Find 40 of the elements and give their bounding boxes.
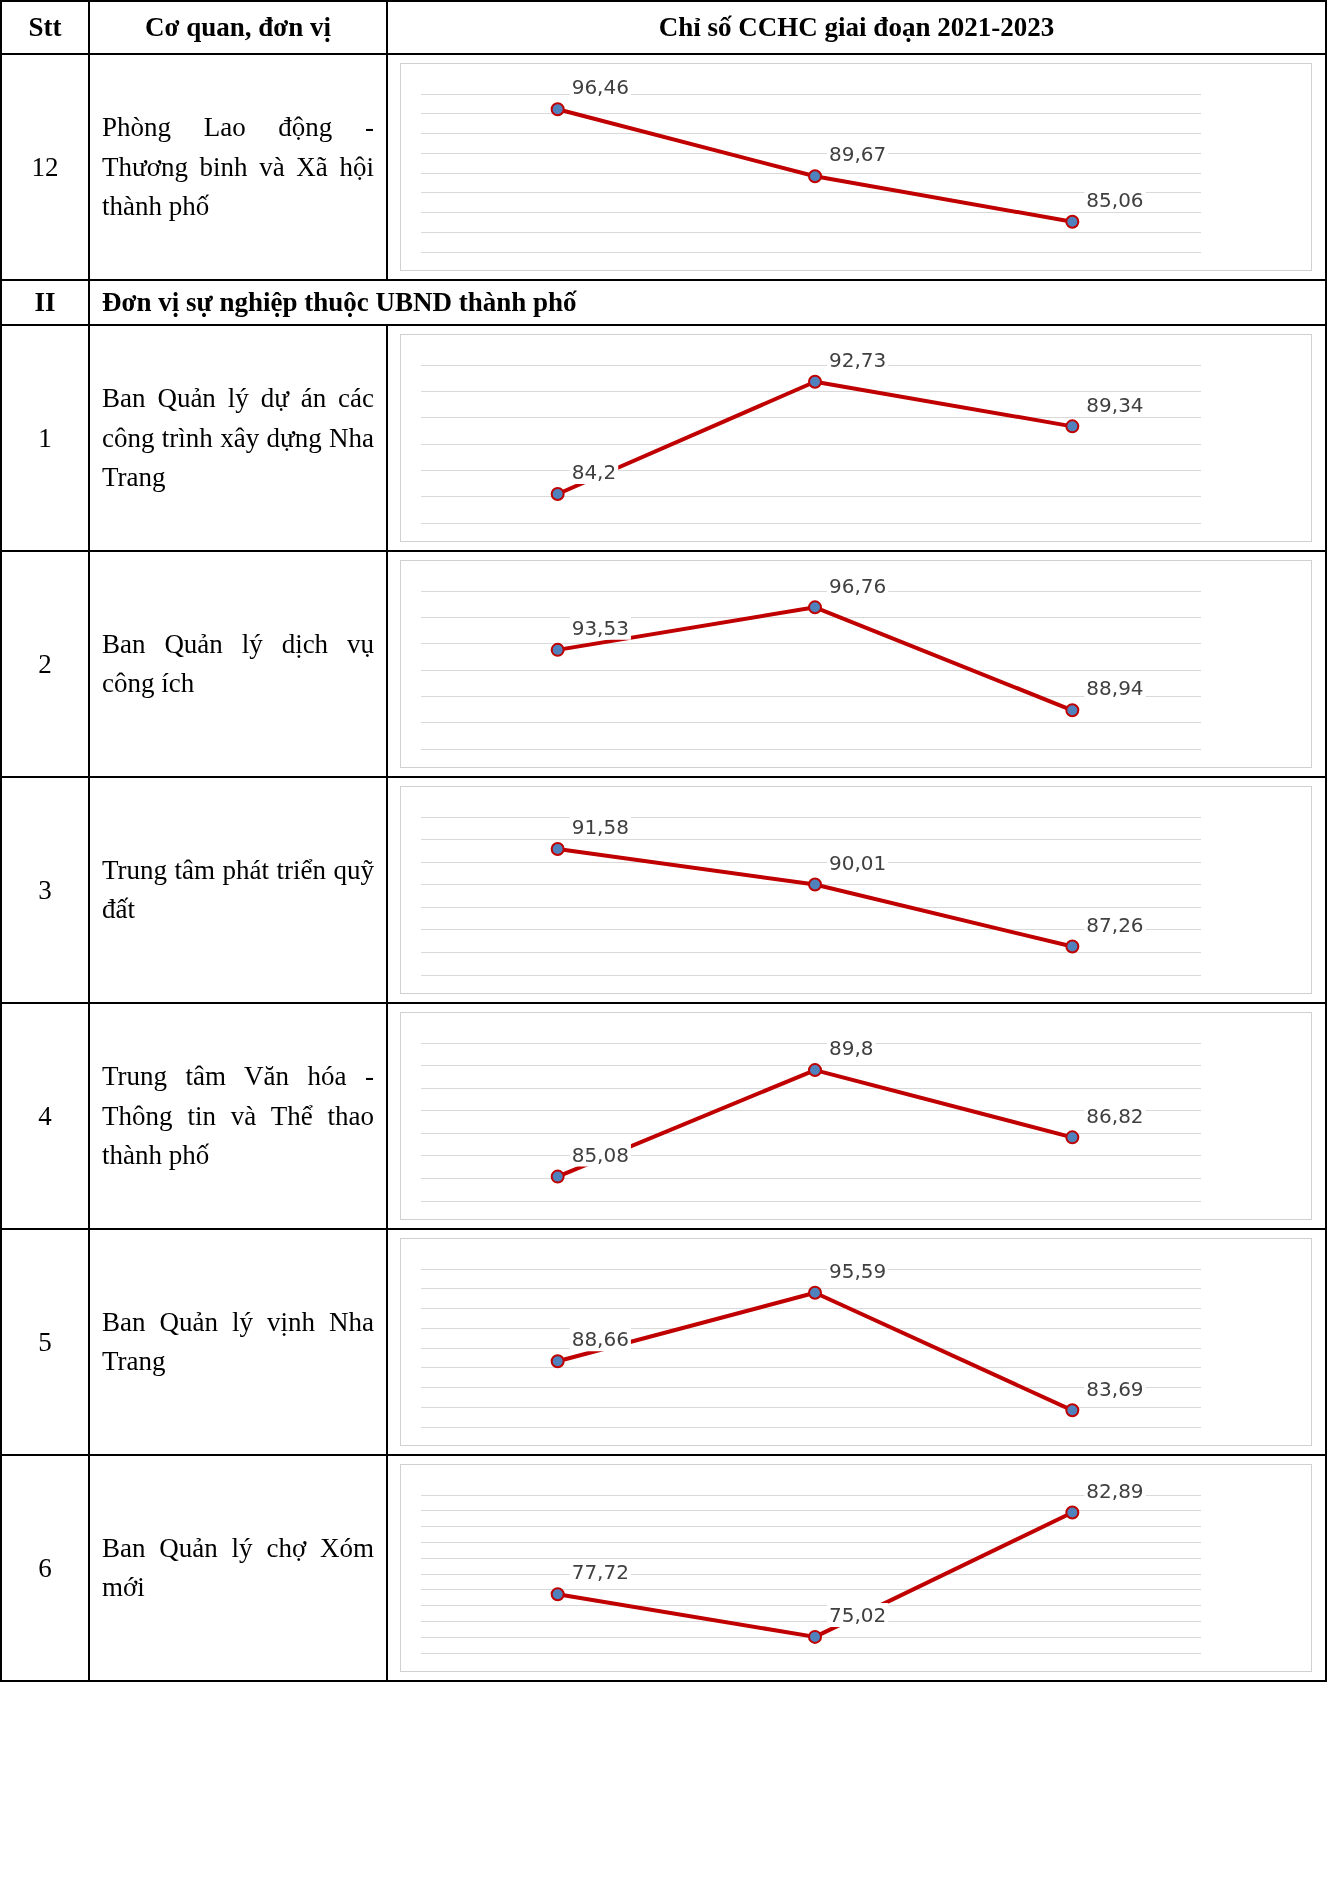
data-label: 82,89 bbox=[1086, 1478, 1144, 1503]
text: 5 bbox=[2, 1230, 90, 1455]
text: Đơn vị sự nghiệp thuộc UBND thành phố bbox=[101, 286, 578, 320]
data-label: 85,06 bbox=[1086, 188, 1144, 213]
text: Cơ quan, đơn vị bbox=[90, 2, 388, 54]
text: Stt bbox=[2, 2, 90, 54]
text: 6 bbox=[2, 1456, 90, 1681]
text: Ban Quản lý dịch vụ công ích bbox=[102, 628, 374, 701]
data-label: 84,2 bbox=[571, 460, 617, 485]
data-label: 89,34 bbox=[1086, 392, 1144, 417]
text: Trung tâm Văn hóa - Thông tin và Thể thao thành phố bbox=[102, 1060, 374, 1172]
text: 2 bbox=[2, 552, 90, 777]
data-label: 92,73 bbox=[829, 348, 887, 373]
text: 12 bbox=[2, 55, 90, 280]
text: Chỉ số CCHC giai đoạn 2021-2023 bbox=[657, 11, 1056, 45]
text: Trung tâm phát triển quỹ đất bbox=[102, 854, 374, 927]
data-label: 75,02 bbox=[829, 1603, 887, 1628]
text: Ban Quản lý vịnh Nha Trang bbox=[102, 1306, 374, 1379]
data-label: 96,76 bbox=[829, 573, 887, 598]
data-label: 89,67 bbox=[829, 142, 887, 167]
text: Ban Quản lý dự án các công trình xây dựng Nha Trang bbox=[102, 382, 374, 494]
data-label: 93,53 bbox=[571, 616, 629, 641]
text: II bbox=[2, 281, 90, 325]
data-label: 87,26 bbox=[1086, 912, 1144, 937]
data-label: 85,08 bbox=[571, 1142, 629, 1167]
data-label: 77,72 bbox=[571, 1560, 629, 1585]
text: Ban Quản lý chợ Xóm mới bbox=[102, 1532, 374, 1605]
data-label: 88,66 bbox=[571, 1327, 629, 1352]
text: 4 bbox=[2, 1004, 90, 1229]
data-label: 88,94 bbox=[1086, 676, 1144, 701]
data-label: 96,46 bbox=[571, 75, 629, 100]
text: 3 bbox=[2, 778, 90, 1003]
data-label: 86,82 bbox=[1086, 1103, 1144, 1128]
data-label: 90,01 bbox=[829, 850, 887, 875]
text: 1 bbox=[2, 326, 90, 551]
data-label: 83,69 bbox=[1086, 1376, 1144, 1401]
text: Phòng Lao động - Thương binh và Xã hội thành phố bbox=[102, 111, 374, 223]
data-label: 91,58 bbox=[571, 815, 629, 840]
data-label: 95,59 bbox=[829, 1259, 887, 1284]
data-label: 89,8 bbox=[829, 1036, 874, 1061]
